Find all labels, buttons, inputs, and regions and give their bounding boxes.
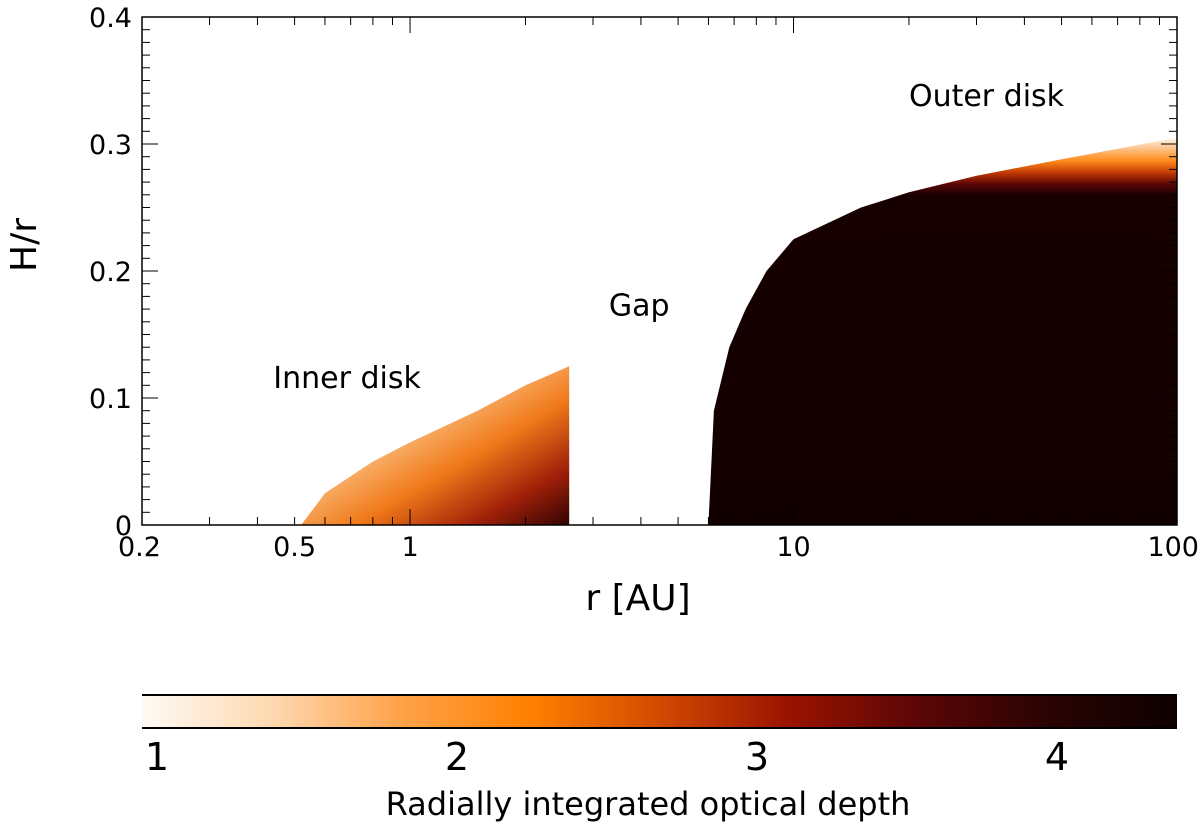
y-tick-label: 0.3 — [89, 130, 132, 161]
y-tick-label: 0.4 — [89, 3, 132, 34]
y-tick-labels: 0 0.1 0.2 0.3 0.4 — [89, 3, 132, 542]
x-tick-label: 1 — [401, 532, 418, 563]
gap-label: Gap — [609, 288, 670, 323]
x-tick-label: 10 — [776, 532, 810, 563]
x-axis-label: r [AU] — [585, 578, 690, 619]
colorbar-fill — [142, 695, 1177, 728]
colorbar-tick-label: 1 — [145, 735, 169, 779]
colorbar-label: Radially integrated optical depth — [386, 785, 911, 823]
colorbar-tick-label: 2 — [445, 735, 469, 779]
inner-disk-region — [301, 366, 570, 525]
region-labels: Inner disk Gap Outer disk — [273, 79, 1064, 396]
x-tick-label: 0.5 — [273, 532, 316, 563]
x-tick-label: 100 — [1147, 532, 1199, 563]
y-axis-label: H/r — [4, 218, 45, 272]
plot-area: 0.2 0.5 1 10 100 0 0.1 0.2 0.3 0.4 Inner disk Gap… — [89, 3, 1199, 563]
colorbar-tick-label: 4 — [1045, 735, 1069, 779]
y-tick-label: 0.2 — [89, 257, 132, 288]
x-tick-label: 0.2 — [118, 532, 161, 563]
disk-layer — [301, 137, 1177, 525]
y-tick-label: 0 — [115, 511, 132, 542]
colorbar-tick-labels: 1 2 3 4 — [145, 735, 1069, 779]
colorbar: 1 2 3 4 Radially integrated optical depth — [142, 694, 1177, 823]
y-tick-label: 0.1 — [89, 384, 132, 415]
inner-disk-label: Inner disk — [273, 361, 421, 396]
colorbar-tick-label: 3 — [745, 735, 769, 779]
outer-disk-region — [708, 137, 1177, 525]
x-tick-labels: 0.2 0.5 1 10 100 — [118, 532, 1199, 563]
ticks-layer — [141, 16, 1178, 526]
outer-disk-label: Outer disk — [909, 79, 1065, 114]
